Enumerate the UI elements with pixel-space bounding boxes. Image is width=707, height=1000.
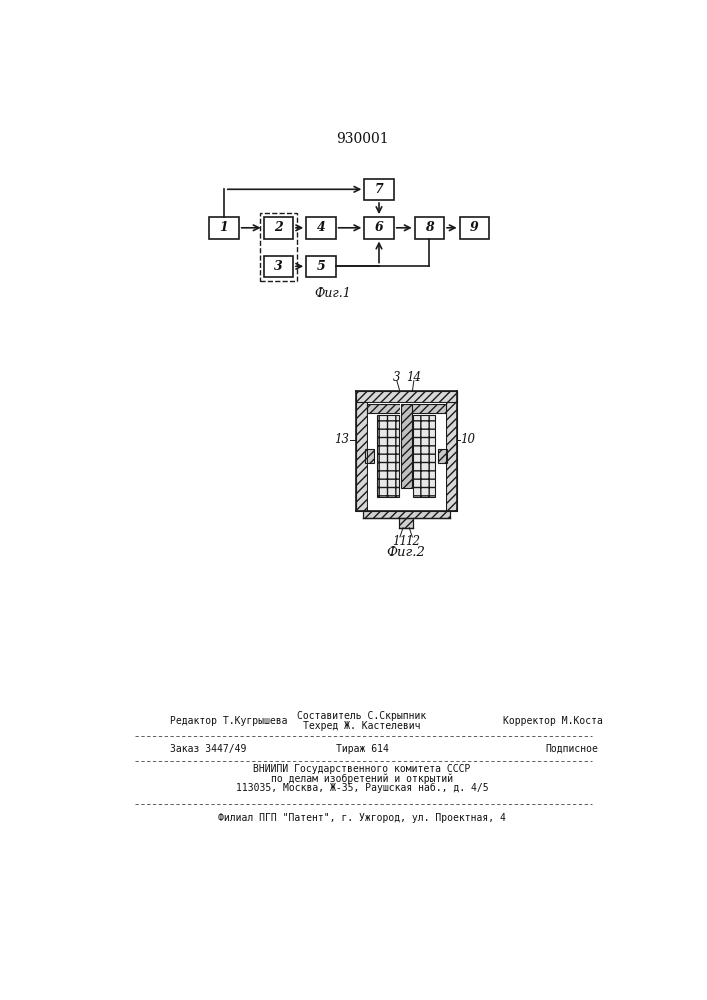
Bar xyxy=(367,402,445,511)
Text: 3: 3 xyxy=(274,260,283,273)
Bar xyxy=(438,449,448,463)
Text: 10: 10 xyxy=(460,433,475,446)
Text: Техред Ж. Кастелевич: Техред Ж. Кастелевич xyxy=(303,721,421,731)
Bar xyxy=(409,404,445,413)
Bar xyxy=(367,404,403,413)
Text: Филиал ПГП "Патент", г. Ужгород, ул. Проектная, 4: Филиал ПГП "Патент", г. Ужгород, ул. Про… xyxy=(218,813,506,823)
Bar xyxy=(209,217,239,239)
Bar xyxy=(365,449,374,463)
Bar xyxy=(264,217,293,239)
Text: по делам изобретений и открытий: по делам изобретений и открытий xyxy=(271,773,453,784)
Bar xyxy=(413,415,435,497)
Bar xyxy=(364,217,394,239)
Bar xyxy=(364,179,394,200)
Text: Корректор М.Коста: Корректор М.Коста xyxy=(503,716,603,726)
Text: 3: 3 xyxy=(393,371,401,384)
Bar xyxy=(306,256,336,277)
Text: Фиг.1: Фиг.1 xyxy=(314,287,351,300)
Text: 1: 1 xyxy=(220,221,228,234)
Bar xyxy=(401,404,411,488)
Text: Тираж 614: Тираж 614 xyxy=(336,744,388,754)
Bar xyxy=(259,213,297,281)
Text: Подписное: Подписное xyxy=(546,744,599,754)
Text: 2: 2 xyxy=(274,221,283,234)
Text: 12: 12 xyxy=(405,535,420,548)
Bar xyxy=(460,217,489,239)
Text: Составитель С.Скрыпник: Составитель С.Скрыпник xyxy=(298,711,426,721)
Bar xyxy=(400,402,412,415)
Text: 14: 14 xyxy=(407,371,421,384)
Bar xyxy=(378,415,399,497)
Text: 8: 8 xyxy=(425,221,434,234)
Text: 13: 13 xyxy=(334,433,349,446)
Bar xyxy=(399,518,413,528)
Bar xyxy=(363,511,450,518)
Bar xyxy=(306,217,336,239)
Text: 6: 6 xyxy=(375,221,383,234)
Text: 9: 9 xyxy=(470,221,479,234)
Text: Редактор Т.Кугрышева: Редактор Т.Кугрышева xyxy=(170,716,287,726)
Text: 7: 7 xyxy=(375,183,383,196)
Text: 4: 4 xyxy=(317,221,325,234)
Text: 113035, Москва, Ж-35, Раушская наб., д. 4/5: 113035, Москва, Ж-35, Раушская наб., д. … xyxy=(235,783,489,793)
Text: 930001: 930001 xyxy=(336,132,388,146)
Bar xyxy=(414,217,444,239)
Bar xyxy=(264,256,293,277)
Text: 11: 11 xyxy=(392,535,407,548)
Bar xyxy=(445,391,457,511)
Bar xyxy=(356,391,457,402)
Text: 5: 5 xyxy=(317,260,325,273)
Text: ВНИИПИ Государственного комитета СССР: ВНИИПИ Государственного комитета СССР xyxy=(253,764,471,774)
Bar xyxy=(356,391,367,511)
Text: Фиг.2: Фиг.2 xyxy=(387,546,426,559)
Text: Заказ 3447/49: Заказ 3447/49 xyxy=(170,744,246,754)
